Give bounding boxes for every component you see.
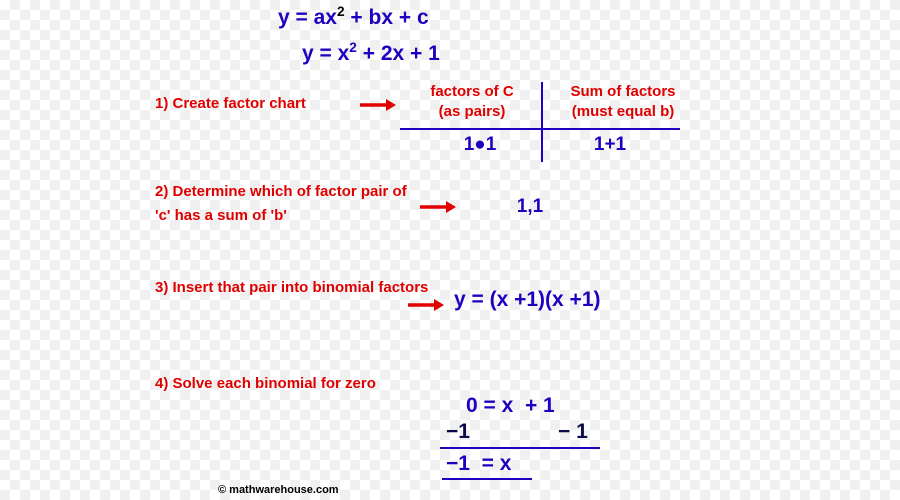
- eq-general-pre: y = ax: [278, 6, 337, 29]
- chart-header-left-l1: factors of C: [430, 83, 513, 100]
- chart-header-left: factors of C (as pairs): [408, 82, 536, 121]
- solve-line-2-right: − 1: [558, 420, 588, 444]
- eq-specific-pre: y = x: [302, 42, 349, 65]
- solve-line-2-left: −1: [446, 420, 470, 444]
- arrow-step-3: [408, 298, 444, 312]
- chart-header-right-l2: (must equal b): [572, 103, 675, 120]
- result-pair: 1,1: [500, 196, 560, 218]
- eq-general-post: + bx + c: [345, 6, 429, 29]
- step-2-label: 2) Determine which of factor pair of 'c'…: [155, 180, 415, 228]
- step-4-label: 4) Solve each binomial for zero: [155, 372, 376, 396]
- solve-line-1: 0 = x + 1: [466, 394, 555, 418]
- result-factored: y = (x +1)(x +1): [454, 288, 601, 312]
- step-1-label: 1) Create factor chart: [155, 92, 306, 116]
- credits-text: © mathwarehouse.com: [218, 484, 339, 496]
- eq-specific-post: + 2x + 1: [357, 42, 440, 65]
- chart-row-right: 1+1: [580, 134, 640, 156]
- chart-horizontal-divider: [400, 128, 680, 130]
- solve-underline-2: [442, 478, 532, 480]
- chart-header-right: Sum of factors (must equal b): [548, 82, 698, 121]
- solve-underline-1: [440, 447, 600, 449]
- eq-general-exp: 2: [337, 4, 345, 19]
- chart-vertical-divider: [541, 82, 543, 162]
- solve-line-3: −1 = x: [446, 452, 511, 476]
- chart-header-right-l1: Sum of factors: [570, 83, 675, 100]
- step-3-label: 3) Insert that pair into binomial factor…: [155, 276, 435, 300]
- equation-general: y = ax2 + bx + c: [278, 4, 429, 30]
- arrow-step-1: [360, 98, 396, 112]
- chart-row-left: 1●1: [450, 134, 510, 156]
- chart-header-left-l2: (as pairs): [439, 103, 506, 120]
- arrow-step-2: [420, 200, 456, 214]
- equation-specific: y = x2 + 2x + 1: [302, 40, 440, 66]
- eq-specific-exp: 2: [349, 40, 357, 55]
